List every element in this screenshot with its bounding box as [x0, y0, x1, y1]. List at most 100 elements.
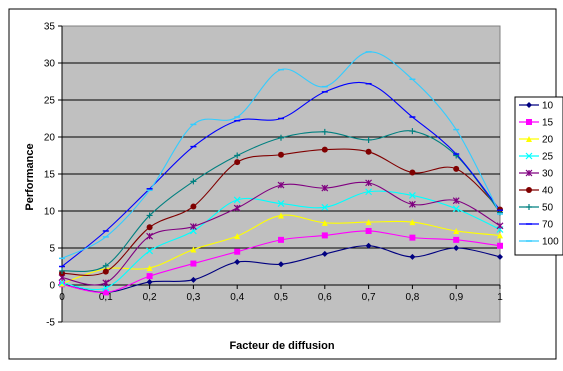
- y-tick-label: 35: [44, 22, 56, 33]
- data-point-40: [409, 169, 416, 176]
- data-point-40: [234, 159, 241, 166]
- y-tick-label: 20: [44, 133, 56, 144]
- data-point-10: [409, 253, 416, 260]
- legend-marker-25: [525, 152, 533, 160]
- x-tick-label: 0,4: [230, 292, 244, 303]
- legend: 10 15 20 25 30 40 50 70 100: [514, 96, 563, 256]
- legend-marker-40: [526, 187, 532, 193]
- legend-marker-15: [526, 119, 532, 125]
- data-point-30: [408, 200, 416, 208]
- data-point-20: [234, 233, 241, 240]
- legend-label-15: 15: [542, 118, 554, 129]
- x-tick-label: 0,7: [362, 292, 376, 303]
- legend-marker-30: [525, 169, 533, 177]
- series-markers: [58, 51, 504, 296]
- data-point-25: [277, 200, 285, 208]
- data-point-50: [234, 152, 241, 159]
- legend-marker-10: [526, 102, 532, 108]
- data-point-30: [452, 197, 460, 205]
- data-point-40: [278, 151, 284, 158]
- data-point-10: [453, 245, 460, 251]
- data-point-30: [146, 232, 154, 240]
- data-point-15: [278, 236, 284, 243]
- data-point-25: [58, 279, 66, 287]
- data-point-25: [452, 205, 460, 213]
- x-tick-label: 0,2: [143, 292, 157, 303]
- data-point-15: [497, 242, 503, 249]
- data-point-10: [278, 261, 284, 268]
- x-tick-label: 0: [59, 292, 65, 303]
- y-tick-label: 0: [49, 281, 55, 292]
- data-point-10: [146, 279, 153, 286]
- y-tick-label: 25: [44, 96, 56, 107]
- legend-marker-20: [526, 136, 532, 142]
- data-point-50: [190, 178, 197, 185]
- x-axis-label: Facteur de diffusion: [229, 340, 334, 352]
- data-point-30: [189, 223, 197, 230]
- y-tick-label: 30: [44, 59, 56, 70]
- legend-label-40: 40: [542, 186, 554, 197]
- data-point-40: [102, 268, 109, 275]
- data-point-50: [365, 136, 372, 143]
- legend-label-20: 20: [542, 135, 554, 146]
- data-point-50: [59, 267, 65, 274]
- data-point-15: [190, 260, 197, 267]
- data-point-20: [190, 246, 197, 253]
- data-point-10: [234, 259, 241, 266]
- data-point-50: [409, 128, 416, 135]
- legend-box: [514, 96, 563, 256]
- data-point-50: [102, 262, 109, 269]
- y-tick-label: -5: [46, 318, 55, 329]
- y-tick-label: 10: [44, 207, 56, 218]
- x-tick-label: 0,8: [405, 292, 419, 303]
- data-point-50: [146, 212, 153, 219]
- data-point-25: [321, 203, 329, 211]
- x-tick-label: 0,1: [99, 292, 113, 303]
- data-point-30: [365, 179, 373, 187]
- data-point-15: [365, 227, 372, 234]
- data-point-30: [102, 279, 110, 287]
- legend-marker-50: [526, 204, 532, 210]
- data-point-20: [453, 227, 460, 234]
- y-tick-label: 5: [49, 244, 55, 255]
- data-point-40: [190, 203, 197, 210]
- data-point-25: [146, 247, 154, 255]
- x-tick-label: 1: [497, 292, 503, 303]
- data-point-20: [409, 219, 416, 226]
- data-point-30: [277, 181, 285, 189]
- data-point-15: [234, 248, 241, 255]
- x-tick-label: 0,3: [186, 292, 200, 303]
- data-point-50: [278, 134, 284, 141]
- data-point-15: [409, 234, 416, 241]
- y-axis-label: Performance: [24, 143, 36, 210]
- legend-label-10: 10: [542, 101, 554, 112]
- data-point-40: [453, 165, 460, 172]
- legend-label-70: 70: [542, 220, 554, 231]
- data-point-15: [321, 232, 328, 239]
- data-point-10: [497, 253, 503, 260]
- data-point-10: [365, 242, 372, 249]
- data-point-30: [233, 204, 241, 212]
- x-tick-label: 0,9: [449, 292, 463, 303]
- data-point-20: [321, 219, 328, 226]
- data-point-25: [408, 192, 416, 199]
- legend-label-50: 50: [542, 203, 554, 214]
- data-point-15: [453, 236, 460, 243]
- data-point-30: [496, 222, 504, 230]
- axes: -5 0 5 10 15 20 25 30 35 0 0,1 0,2 0,3 0,4 0,5 0,6 0,7 0,…: [44, 22, 503, 329]
- data-point-10: [190, 276, 197, 283]
- data-point-30: [321, 184, 329, 192]
- data-point-25: [102, 284, 110, 292]
- data-point-50: [321, 128, 328, 135]
- data-point-25: [233, 196, 241, 204]
- data-point-25: [365, 188, 373, 196]
- data-point-40: [321, 146, 328, 153]
- data-point-20: [146, 264, 153, 271]
- legend-label-100: 100: [542, 237, 559, 248]
- data-point-40: [365, 148, 372, 155]
- y-tick-label: 15: [44, 170, 56, 181]
- data-point-10: [321, 250, 328, 257]
- legend-label-30: 30: [542, 169, 554, 180]
